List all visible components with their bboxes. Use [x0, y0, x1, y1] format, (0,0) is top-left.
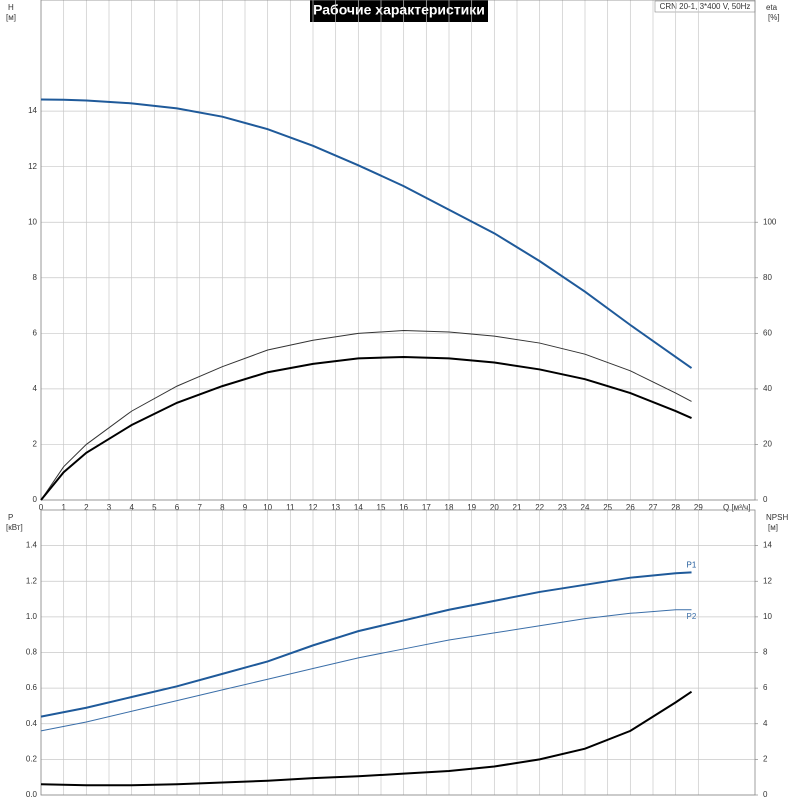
curve — [40, 355, 692, 501]
x-tick-label: 25 — [603, 503, 612, 512]
x-tick-label: 20 — [490, 503, 499, 512]
x-tick-label: 19 — [467, 503, 476, 512]
title-box — [310, 0, 488, 22]
x-tick-label: 9 — [243, 503, 248, 512]
curve — [40, 571, 692, 718]
plot-frame — [40, 509, 756, 796]
x-tick-label: 13 — [331, 503, 340, 512]
x-tick-label: 27 — [649, 503, 658, 512]
x-tick-label: 22 — [535, 503, 544, 512]
curve — [40, 609, 692, 732]
y-axis-label: H — [8, 3, 14, 12]
y-tick-label: 1.0 — [26, 612, 38, 621]
x-tick-label: 7 — [197, 503, 202, 512]
x-tick-label: 10 — [263, 503, 272, 512]
y-tick-label: 0.2 — [26, 754, 38, 763]
x-tick-label: 8 — [220, 503, 225, 512]
y-tick-label: 0.8 — [26, 648, 38, 657]
curve-label: P1 — [687, 560, 697, 569]
y2-tick-label: 0 — [763, 790, 768, 799]
plot-frame — [40, 0, 756, 501]
model: CRN 20-1, 3*400 V, 50Hz — [660, 2, 751, 11]
y2-tick-label: 4 — [763, 719, 768, 728]
y2-tick-label: 8 — [763, 648, 768, 657]
y2-axis-unit: [м] — [768, 523, 778, 532]
x-tick-label: 4 — [129, 503, 134, 512]
x-tick-label: 23 — [558, 503, 567, 512]
y2-tick-label: 6 — [763, 683, 768, 692]
y-tick-label: 2 — [33, 440, 38, 449]
x-tick-label: 1 — [61, 503, 66, 512]
curve — [40, 330, 692, 501]
y2-tick-label: 60 — [763, 328, 772, 337]
y-tick-label: 1.2 — [26, 576, 38, 585]
y-tick-label: 14 — [28, 106, 37, 115]
y-axis-label: P — [8, 513, 13, 522]
curve — [40, 98, 693, 369]
x-tick-label: 16 — [399, 503, 408, 512]
x-tick-label: 26 — [626, 503, 635, 512]
y-tick-label: 4 — [33, 384, 38, 393]
y2-tick-label: 12 — [763, 576, 772, 585]
y2-tick-label: 100 — [763, 217, 777, 226]
x-tick-label: 21 — [513, 503, 522, 512]
y2-tick-label: 40 — [763, 384, 772, 393]
x-tick-label: 28 — [671, 503, 680, 512]
y-tick-label: 0 — [33, 495, 38, 504]
x-axis-label: Q [м³/ч] — [723, 503, 750, 512]
y-tick-label: 0.0 — [26, 790, 38, 799]
y-axis-unit: [м] — [6, 13, 16, 22]
x-tick-label: 14 — [354, 503, 363, 512]
x-tick-label: 0 — [39, 503, 44, 512]
y-axis-unit: [кВт] — [6, 523, 23, 532]
x-tick-label: 11 — [286, 503, 295, 512]
x-tick-label: 17 — [422, 503, 431, 512]
x-tick-label: 3 — [107, 503, 112, 512]
y-tick-label: 12 — [28, 162, 37, 171]
y2-tick-label: 10 — [763, 612, 772, 621]
y-tick-label: 0.4 — [26, 719, 38, 728]
y2-tick-label: 2 — [763, 754, 768, 763]
y2-tick-label: 14 — [763, 541, 772, 550]
y2-tick-label: 20 — [763, 440, 772, 449]
title: Рабочие характеристики — [313, 2, 485, 18]
curve — [40, 690, 693, 787]
curve-label: P2 — [687, 612, 697, 621]
y-tick-label: 0.6 — [26, 683, 38, 692]
y2-tick-label: 0 — [763, 495, 768, 504]
x-tick-label: 5 — [152, 503, 157, 512]
x-tick-label: 15 — [377, 503, 386, 512]
x-tick-label: 18 — [445, 503, 454, 512]
x-tick-label: 24 — [581, 503, 590, 512]
y2-axis-unit: [%] — [768, 13, 780, 22]
y-tick-label: 6 — [33, 328, 38, 337]
y2-axis-label: NPSH — [766, 513, 788, 522]
y-tick-label: 1.4 — [26, 541, 38, 550]
x-tick-label: 12 — [309, 503, 318, 512]
y-tick-label: 10 — [28, 217, 37, 226]
y-tick-label: 8 — [33, 273, 38, 282]
x-tick-label: 2 — [84, 503, 89, 512]
x-tick-label: 29 — [694, 503, 703, 512]
y2-axis-label: eta — [766, 3, 778, 12]
x-tick-label: 6 — [175, 503, 180, 512]
y2-tick-label: 80 — [763, 273, 772, 282]
